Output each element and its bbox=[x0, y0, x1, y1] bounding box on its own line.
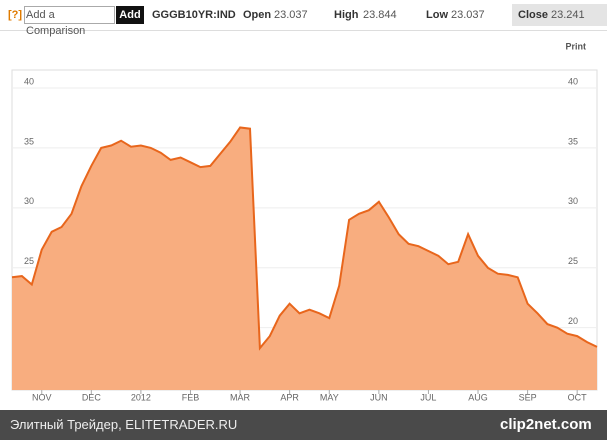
x-tick-label: MAY bbox=[320, 392, 339, 402]
low-label: Low bbox=[426, 9, 448, 21]
x-tick-label: JUL bbox=[420, 392, 436, 402]
y-tick-label: 40 bbox=[24, 76, 34, 86]
y-tick-label: 25 bbox=[24, 256, 34, 266]
x-tick-label: MAR bbox=[230, 392, 251, 402]
y-tick-label: 30 bbox=[24, 196, 34, 206]
help[interactable]: [?] bbox=[8, 9, 23, 21]
y-tick-label-right: 20 bbox=[568, 316, 578, 326]
x-tick-label: NOV bbox=[32, 392, 52, 402]
line bbox=[11, 126, 598, 351]
y-tick-label-right: 30 bbox=[568, 196, 578, 206]
chart: Print 20202525303035354040NOVDEC2012FEBM… bbox=[11, 41, 598, 402]
area bbox=[12, 127, 597, 390]
x-tick-label: AUG bbox=[468, 392, 488, 402]
y-tick-label: 35 bbox=[24, 136, 34, 146]
footer-text: Элитный Трейдер, ELITETRADER.RU bbox=[10, 417, 238, 432]
x-tick-label: APR bbox=[280, 392, 299, 402]
x-tick-label: FEB bbox=[182, 392, 200, 402]
high-label: High bbox=[334, 9, 359, 21]
y-tick-label-right: 25 bbox=[568, 256, 578, 266]
x-tick-label: 2012 bbox=[131, 392, 151, 402]
x-tick-label: OCT bbox=[568, 392, 588, 402]
open-value: 23.037 bbox=[274, 9, 308, 21]
x-tick-label: DEC bbox=[82, 392, 102, 402]
close-box bbox=[512, 4, 607, 26]
close-label: Close bbox=[518, 9, 548, 21]
add-button[interactable]: Add bbox=[116, 6, 144, 24]
x-tick-label: SEP bbox=[519, 392, 537, 402]
y-tick-label-right: 40 bbox=[568, 76, 578, 86]
footer: Элитный Трейдер, ELITETRADER.RU clip2net… bbox=[0, 410, 607, 440]
symbol: GGGB10YR:IND bbox=[152, 9, 236, 21]
low-value: 23.037 bbox=[451, 9, 485, 21]
high-value: 23.844 bbox=[363, 9, 397, 21]
print-link[interactable]: Print bbox=[565, 41, 586, 51]
logo: clip2net.com bbox=[500, 416, 592, 433]
close-value: 23.241 bbox=[551, 9, 585, 21]
open-label: Open bbox=[243, 9, 272, 21]
x-tick-label: JUN bbox=[370, 392, 388, 402]
comparison-input[interactable]: Add a Comparison bbox=[24, 6, 115, 37]
y-tick-label-right: 35 bbox=[568, 136, 578, 146]
toolbar: [?] Add a Comparison Add GGGB10YR:IND Op… bbox=[0, 0, 607, 37]
